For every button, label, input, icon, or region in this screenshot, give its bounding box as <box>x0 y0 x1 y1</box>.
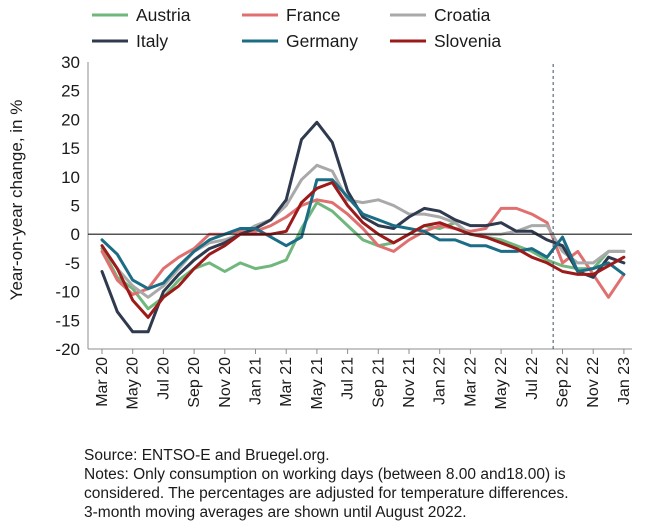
x-tick-label: Sep 21 <box>370 357 387 408</box>
legend: Austria France Croatia Italy Germany Slovenia <box>92 5 501 51</box>
y-tick-label: -10 <box>55 283 80 302</box>
y-tick-label: 10 <box>61 168 80 187</box>
legend-label-slovenia: Slovenia <box>434 31 501 51</box>
source-notes: Source: ENTSO-E and Bruegel.org. Notes: … <box>84 446 644 522</box>
legend-label-france: France <box>286 5 340 25</box>
x-tick-label: Jul 20 <box>155 357 172 400</box>
legend-label-croatia: Croatia <box>434 5 491 25</box>
legend-label-germany: Germany <box>286 31 358 51</box>
y-tick-label: -5 <box>65 254 80 273</box>
series-line-france <box>100 198 626 299</box>
x-tick-label: Mar 22 <box>462 357 479 407</box>
legend-label-austria: Austria <box>136 5 191 25</box>
x-tick-label: May 22 <box>493 357 510 410</box>
x-tick-label: Mar 20 <box>94 357 111 407</box>
x-tick-label: Jan 21 <box>248 357 265 405</box>
series-line-germany <box>100 178 626 291</box>
series-line-slovenia <box>100 181 626 319</box>
y-tick-label: 5 <box>71 197 80 216</box>
y-tick-label: -15 <box>55 311 80 330</box>
x-tick-label: Jul 22 <box>524 357 541 400</box>
y-tick-label: 30 <box>61 53 80 72</box>
x-tick-label: Jan 22 <box>432 357 449 405</box>
x-tick-label: Nov 20 <box>217 357 234 408</box>
x-tick-label: Sep 20 <box>186 357 203 408</box>
y-tick-label: 25 <box>61 82 80 101</box>
y-tick-label: 15 <box>61 139 80 158</box>
notes-line-3: 3-month moving averages are shown until … <box>84 504 467 521</box>
source-text: Source: ENTSO-E and Bruegel.org. <box>84 447 330 464</box>
x-tick-label: Jul 21 <box>340 357 357 400</box>
y-axis-label: Year-on-year change, in % <box>7 100 26 301</box>
x-tick-label: Jan 23 <box>616 357 633 405</box>
y-tick-label: -20 <box>55 340 80 359</box>
x-tick-label: Sep 22 <box>555 357 572 408</box>
axes: -20 -15 -10 -5 0 5 10 15 20 25 30 Mar 20 May 20 Jul 2… <box>55 53 632 409</box>
y-tick-label: 20 <box>61 110 80 129</box>
notes-line-2: considered. The percentages are adjusted… <box>84 485 569 502</box>
series-layer <box>100 120 626 334</box>
notes-line-1: Notes: Only consumption on working days … <box>84 466 566 483</box>
x-tick-label: Nov 21 <box>401 357 418 408</box>
x-tick-label: May 21 <box>309 357 326 410</box>
x-tick-label: May 20 <box>125 357 142 410</box>
x-tick-label: Nov 22 <box>585 357 602 408</box>
legend-label-italy: Italy <box>136 31 168 51</box>
line-chart: Austria France Croatia Italy Germany Slovenia… <box>7 5 633 409</box>
x-tick-label: Mar 21 <box>278 357 295 407</box>
y-tick-label: 0 <box>71 225 80 244</box>
